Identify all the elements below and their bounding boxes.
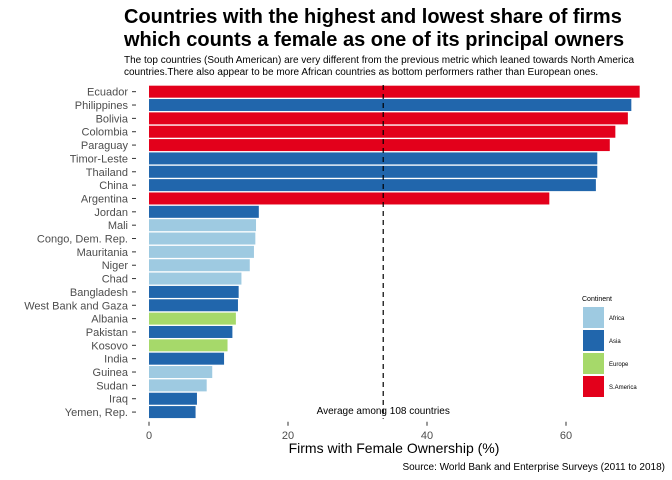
- bar-india: [149, 352, 225, 365]
- legend-swatch: [583, 307, 604, 328]
- legend-item-label: Africa: [609, 316, 625, 322]
- chart-subtitle-line-2: countries.There also appear to be more A…: [124, 67, 598, 78]
- y-tick-label: Mauritania: [77, 247, 129, 259]
- legend-swatch: [583, 376, 604, 397]
- bar-west-bank-and-gaza: [149, 299, 238, 312]
- y-tick-label: Yemen, Rep.: [65, 407, 128, 419]
- bar-mali: [149, 219, 257, 232]
- bar-thailand: [149, 165, 598, 178]
- y-tick-label: Mali: [108, 220, 128, 232]
- bar-iraq: [149, 392, 197, 405]
- y-tick-label: Philippines: [75, 100, 129, 112]
- x-axis-ticks: 0 20 40 60: [146, 421, 572, 442]
- legend-item-label: Asia: [609, 339, 621, 345]
- y-tick-label: China: [99, 180, 129, 192]
- y-tick-label: Chad: [102, 274, 128, 286]
- legend-title: Continent: [582, 296, 612, 303]
- x-tick-label: 0: [146, 430, 152, 442]
- bar-chad: [149, 272, 242, 285]
- y-tick-label: West Bank and Gaza: [24, 300, 129, 312]
- average-reference-label: Average among 108 countries: [317, 406, 450, 417]
- y-tick-label: Sudan: [96, 380, 128, 392]
- bar-pakistan: [149, 325, 233, 338]
- y-tick-label: Colombia: [82, 127, 129, 139]
- bar-timor-leste: [149, 152, 598, 165]
- legend-item-label: S.America: [609, 385, 637, 391]
- bars-group: [149, 85, 640, 419]
- bar-guinea: [149, 366, 213, 379]
- legend-swatch: [583, 353, 604, 374]
- bar-sudan: [149, 379, 207, 392]
- bar-bangladesh: [149, 285, 239, 298]
- bar-bolivia: [149, 112, 628, 125]
- y-tick-label: Kosovo: [91, 340, 128, 352]
- bar-ecuador: [149, 85, 640, 98]
- legend-swatch: [583, 330, 604, 351]
- bar-colombia: [149, 125, 616, 138]
- y-tick-label: Jordan: [94, 207, 128, 219]
- chart-caption: Source: World Bank and Enterprise Survey…: [402, 462, 665, 473]
- y-tick-label: Bangladesh: [70, 287, 128, 299]
- y-tick-label: Paraguay: [81, 140, 129, 152]
- chart-subtitle-line-1: The top countries (South American) are v…: [124, 55, 634, 66]
- x-axis-label: Firms with Female Ownership (%): [289, 440, 500, 456]
- legend-item-label: Europe: [609, 362, 629, 368]
- bar-albania: [149, 312, 236, 325]
- chart-title-line-2: which counts a female as one of its prin…: [123, 29, 624, 51]
- y-tick-label: Bolivia: [96, 113, 129, 125]
- y-tick-label: Congo, Dem. Rep.: [37, 234, 128, 246]
- bar-china: [149, 179, 596, 192]
- bar-argentina: [149, 192, 550, 205]
- bar-mauritania: [149, 245, 254, 258]
- y-tick-label: Argentina: [81, 193, 129, 205]
- x-tick-label: 60: [560, 430, 572, 442]
- bar-yemen-rep: [149, 406, 196, 419]
- y-tick-label: Ecuador: [87, 87, 128, 99]
- y-tick-label: Pakistan: [86, 327, 128, 339]
- x-tick-label: 20: [282, 430, 294, 442]
- bar-paraguay: [149, 139, 610, 152]
- y-tick-label: Guinea: [93, 367, 129, 379]
- y-tick-label: Timor-Leste: [70, 153, 128, 165]
- y-tick-label: Albania: [91, 314, 129, 326]
- bar-niger: [149, 259, 250, 272]
- bar-philippines: [149, 99, 632, 112]
- y-tick-label: Thailand: [86, 167, 128, 179]
- legend: Continent Africa Asia Europe S.America: [582, 296, 637, 397]
- y-tick-label: Niger: [102, 260, 129, 272]
- x-tick-label: 40: [421, 430, 433, 442]
- bar-kosovo: [149, 339, 228, 352]
- bar-congo-dem-rep: [149, 232, 256, 245]
- y-tick-label: Iraq: [109, 394, 128, 406]
- chart-title-line-1: Countries with the highest and lowest sh…: [124, 6, 622, 28]
- bar-jordan: [149, 205, 259, 218]
- y-tick-label: India: [104, 354, 129, 366]
